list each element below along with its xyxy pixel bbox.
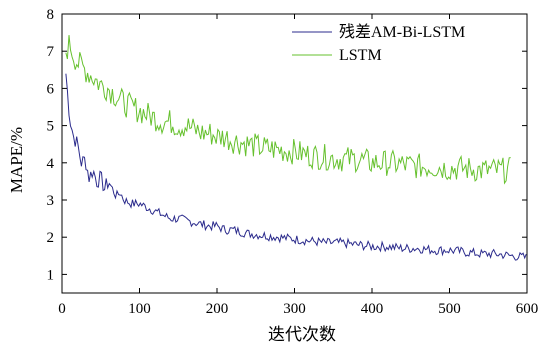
x-tick-label: 600 bbox=[516, 301, 539, 317]
legend-label: LSTM bbox=[339, 47, 382, 64]
y-tick-label: 8 bbox=[47, 7, 55, 23]
y-tick-label: 7 bbox=[47, 44, 55, 60]
x-tick-label: 300 bbox=[283, 301, 306, 317]
x-tick-label: 0 bbox=[58, 301, 66, 317]
y-tick-label: 4 bbox=[47, 156, 55, 172]
x-tick-label: 400 bbox=[361, 301, 384, 317]
x-tick-label: 500 bbox=[438, 301, 461, 317]
plot-border bbox=[61, 13, 528, 294]
y-tick-label: 5 bbox=[47, 119, 55, 135]
series-line-0 bbox=[65, 73, 527, 261]
x-axis-label: 迭代次数 bbox=[268, 325, 336, 345]
plot-frame bbox=[61, 13, 528, 294]
x-tick-label: 200 bbox=[206, 301, 229, 317]
legend-label: 残差AM-Bi-LSTM bbox=[339, 23, 465, 41]
y-tick-label: 6 bbox=[47, 81, 55, 97]
y-tick-label: 2 bbox=[47, 230, 55, 246]
legend: 残差AM-Bi-LSTM LSTM bbox=[292, 23, 465, 64]
y-axis-label: MAPE/% bbox=[7, 127, 26, 193]
series-layer bbox=[65, 35, 527, 261]
ticks-layer: 0 100 200 300 400 500 600 1 2 3 4 5 6 7 8 bbox=[47, 7, 539, 317]
y-tick-label: 3 bbox=[47, 193, 55, 209]
series-line-1 bbox=[65, 35, 511, 185]
y-tick-label: 1 bbox=[47, 267, 55, 283]
x-tick-label: 100 bbox=[128, 301, 151, 317]
